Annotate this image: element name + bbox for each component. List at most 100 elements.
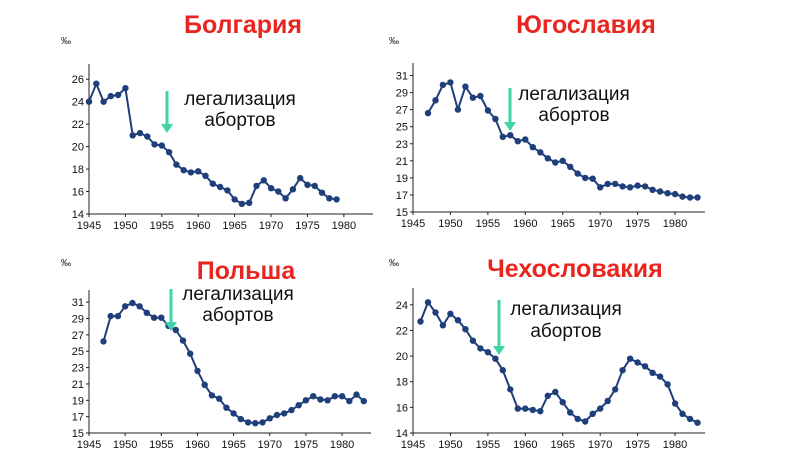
data-point xyxy=(302,397,310,404)
x-tick-label: 1970 xyxy=(588,218,612,230)
data-point xyxy=(333,196,340,203)
data-point xyxy=(310,393,317,400)
data-point xyxy=(259,419,266,426)
y-tick-label: 15 xyxy=(72,428,84,440)
data-point xyxy=(649,186,656,193)
y-tick-label: 19 xyxy=(72,395,84,407)
data-point xyxy=(158,314,165,321)
annotation-line2: абортов xyxy=(530,321,601,342)
data-point xyxy=(544,392,551,399)
y-tick-label: 15 xyxy=(396,207,408,219)
data-point xyxy=(641,183,649,190)
chart-title: Польша xyxy=(197,257,297,285)
annotation-arrow-head xyxy=(493,346,505,355)
y-tick-label: 27 xyxy=(396,105,408,117)
data-point xyxy=(612,386,619,393)
data-point xyxy=(537,149,544,156)
data-point xyxy=(656,373,664,380)
x-tick-label: 1945 xyxy=(77,439,101,451)
x-tick-label: 1965 xyxy=(551,218,575,230)
y-tick-label: 17 xyxy=(72,412,84,424)
data-point xyxy=(260,177,267,184)
x-tick-label: 1980 xyxy=(663,439,687,451)
data-point xyxy=(559,399,566,406)
x-tick-label: 1945 xyxy=(77,220,101,232)
x-tick-label: 1965 xyxy=(221,439,245,451)
data-point xyxy=(331,393,338,400)
x-tick-label: 1970 xyxy=(259,220,283,232)
x-tick-label: 1980 xyxy=(332,220,356,232)
data-point xyxy=(679,410,686,417)
data-point xyxy=(447,310,454,317)
data-point xyxy=(694,419,701,426)
data-point xyxy=(499,367,506,374)
x-tick-label: 1955 xyxy=(476,218,500,230)
data-point xyxy=(295,402,302,409)
y-tick-label: 27 xyxy=(72,330,84,342)
y-tick-label: 14 xyxy=(396,428,408,440)
x-tick-label: 1960 xyxy=(185,439,209,451)
data-point xyxy=(544,155,551,162)
data-point xyxy=(194,367,201,375)
data-point xyxy=(267,185,275,192)
data-point xyxy=(136,303,143,310)
data-point xyxy=(100,338,107,345)
data-point xyxy=(439,322,447,329)
data-point xyxy=(202,172,209,179)
data-point xyxy=(507,132,514,139)
annotation-line1: легализация xyxy=(184,89,296,110)
data-point xyxy=(179,337,187,344)
y-unit-label: ‰ xyxy=(389,258,399,269)
data-point xyxy=(537,408,544,415)
data-point xyxy=(582,418,589,425)
data-point xyxy=(649,369,656,376)
x-tick-label: 1975 xyxy=(625,218,649,230)
data-point xyxy=(492,355,499,362)
data-point xyxy=(324,397,331,404)
y-tick-label: 23 xyxy=(72,363,84,375)
data-point xyxy=(671,400,679,407)
data-point xyxy=(85,98,93,105)
y-tick-label: 18 xyxy=(396,377,408,389)
data-point xyxy=(477,345,484,352)
annotation-line2: абортов xyxy=(202,305,273,326)
y-tick-label: 20 xyxy=(396,351,408,363)
y-unit-label: ‰ xyxy=(389,36,399,47)
y-tick-label: 22 xyxy=(72,119,84,131)
data-point xyxy=(100,98,107,105)
y-unit-label: ‰ xyxy=(61,36,71,47)
data-point xyxy=(173,161,180,168)
data-point xyxy=(664,190,671,197)
chart-panel-1: Болгария ‰ 14 16 18 20 22 24 26 1945 1950 1955 1960 1… xyxy=(61,11,373,232)
data-point xyxy=(216,395,223,402)
x-tick-label: 1955 xyxy=(476,439,500,451)
data-point xyxy=(187,169,195,176)
data-point xyxy=(244,419,252,426)
data-point xyxy=(288,406,295,414)
data-point xyxy=(114,312,122,320)
data-point xyxy=(597,405,604,412)
data-point xyxy=(216,183,224,191)
data-point xyxy=(522,405,529,412)
data-point xyxy=(158,142,165,149)
data-point xyxy=(507,386,514,393)
y-tick-label: 25 xyxy=(72,346,84,358)
chart-title: Югославия xyxy=(516,11,656,39)
data-point xyxy=(619,367,626,374)
data-point xyxy=(253,182,260,190)
data-point xyxy=(129,299,136,307)
y-tick-label: 24 xyxy=(396,300,408,312)
data-point xyxy=(514,405,521,412)
data-point xyxy=(144,133,151,140)
data-point xyxy=(223,404,230,411)
annotation-line2: абортов xyxy=(204,110,275,131)
data-point xyxy=(136,129,144,137)
data-point xyxy=(266,415,273,422)
y-tick-label: 19 xyxy=(396,173,408,185)
y-tick-label: 24 xyxy=(72,97,84,109)
annotation-arrow-head xyxy=(165,322,177,331)
data-point xyxy=(208,392,216,399)
data-point xyxy=(129,132,136,139)
data-point xyxy=(275,188,282,195)
y-tick-label: 22 xyxy=(396,325,408,337)
